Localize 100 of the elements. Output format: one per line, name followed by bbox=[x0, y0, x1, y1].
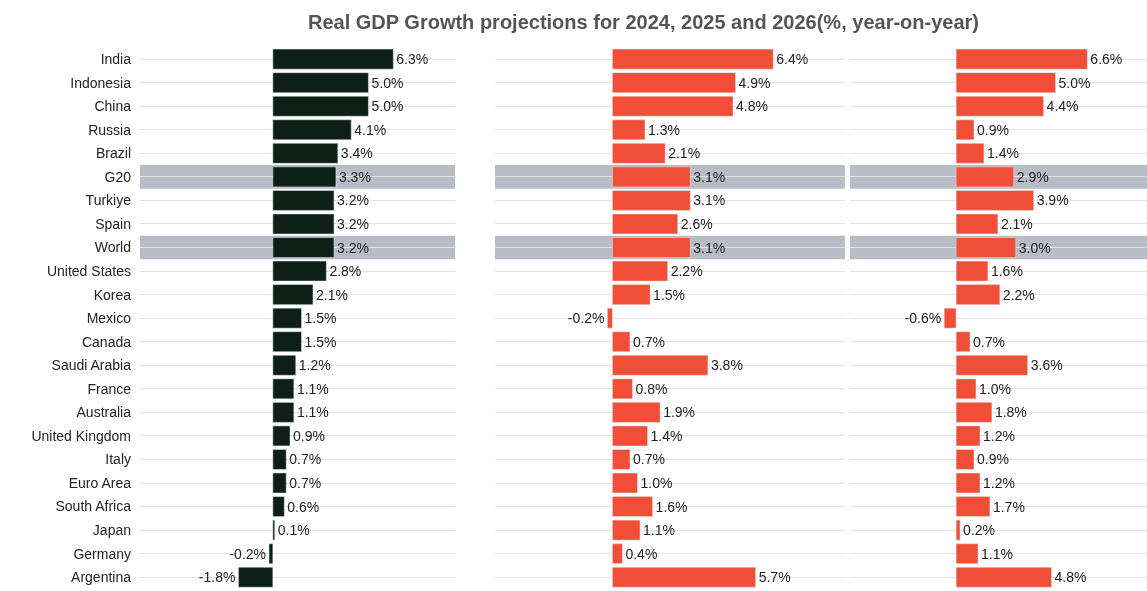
data-label: 3.9% bbox=[1036, 192, 1069, 209]
bar bbox=[272, 355, 297, 376]
y-tick-label: Canada bbox=[81, 333, 132, 350]
bar bbox=[612, 48, 774, 70]
data-label: 3.4% bbox=[340, 145, 373, 162]
bar bbox=[238, 566, 274, 588]
bar bbox=[955, 378, 977, 400]
data-label: 4.8% bbox=[1054, 569, 1087, 586]
data-label: 5.0% bbox=[1058, 74, 1091, 91]
bar bbox=[272, 402, 295, 423]
bar bbox=[612, 402, 661, 423]
data-label: 6.3% bbox=[396, 51, 429, 68]
bar bbox=[272, 449, 287, 470]
data-label: 1.5% bbox=[304, 333, 337, 350]
data-label: 1.1% bbox=[296, 380, 329, 397]
data-label: 1.1% bbox=[980, 545, 1013, 562]
bar bbox=[955, 402, 993, 423]
data-label: 1.6% bbox=[990, 263, 1023, 280]
data-label: 3.3% bbox=[338, 168, 371, 185]
bar bbox=[612, 425, 648, 447]
data-label: 2.1% bbox=[668, 145, 701, 162]
y-tick-label: Korea bbox=[93, 286, 132, 303]
bar bbox=[272, 72, 369, 93]
bar bbox=[607, 307, 613, 329]
data-label: 5.0% bbox=[371, 74, 404, 91]
bar bbox=[612, 543, 623, 564]
bar bbox=[955, 519, 961, 541]
data-label: 3.2% bbox=[337, 239, 369, 256]
data-label: 2.2% bbox=[1002, 286, 1035, 303]
bar bbox=[955, 72, 1056, 93]
data-label: 1.4% bbox=[650, 427, 683, 444]
y-tick-label: Argentina bbox=[71, 569, 132, 586]
y-tick-label: Indonesia bbox=[70, 74, 132, 91]
bar bbox=[955, 543, 979, 564]
bar bbox=[955, 355, 1028, 376]
bar bbox=[272, 496, 285, 517]
data-label: 2.6% bbox=[680, 215, 713, 232]
bar bbox=[955, 48, 1088, 70]
bar bbox=[612, 119, 646, 141]
data-label: 1.2% bbox=[982, 475, 1015, 492]
y-tick-label: Brazil bbox=[95, 145, 131, 162]
data-label: 0.9% bbox=[977, 121, 1009, 138]
data-label: -0.2% bbox=[229, 545, 266, 562]
data-label: 5.0% bbox=[371, 98, 404, 115]
bar bbox=[612, 566, 756, 588]
bar bbox=[612, 355, 709, 376]
bar bbox=[612, 449, 631, 470]
bar bbox=[955, 260, 989, 282]
data-label: 0.9% bbox=[977, 451, 1009, 468]
y-tick-label: Mexico bbox=[86, 310, 132, 327]
data-label: 0.4% bbox=[625, 545, 658, 562]
bar bbox=[955, 472, 981, 494]
bar bbox=[272, 378, 295, 400]
y-tick-label: Russia bbox=[88, 121, 132, 138]
bar bbox=[272, 237, 335, 258]
bar bbox=[955, 119, 975, 141]
y-tick-label: Turkiye bbox=[85, 192, 132, 209]
bar bbox=[612, 72, 736, 93]
bar bbox=[272, 213, 335, 235]
bar bbox=[612, 260, 668, 282]
bar bbox=[612, 213, 678, 235]
bar bbox=[612, 496, 653, 517]
bar bbox=[955, 425, 981, 447]
bar bbox=[272, 307, 302, 329]
bar bbox=[272, 166, 337, 188]
bar bbox=[272, 331, 302, 352]
bar bbox=[272, 190, 335, 211]
data-label: 0.7% bbox=[632, 451, 665, 468]
bar bbox=[955, 143, 985, 164]
data-label: 2.8% bbox=[329, 263, 362, 280]
data-label: 6.4% bbox=[776, 51, 809, 68]
y-tick-label: G20 bbox=[104, 168, 132, 185]
y-tick-label: South Africa bbox=[55, 498, 132, 515]
y-tick-label: Spain bbox=[95, 215, 131, 232]
data-label: 0.2% bbox=[963, 522, 996, 539]
data-label: 1.3% bbox=[648, 121, 680, 138]
bar bbox=[268, 543, 274, 564]
bar bbox=[955, 190, 1034, 211]
bar bbox=[955, 95, 1044, 117]
bar bbox=[272, 284, 314, 305]
bar bbox=[612, 143, 666, 164]
data-label: 3.1% bbox=[693, 239, 726, 256]
data-label: 1.5% bbox=[653, 286, 686, 303]
bar bbox=[612, 331, 631, 352]
data-label: 4.8% bbox=[736, 98, 768, 115]
data-label: 1.8% bbox=[994, 404, 1027, 421]
bar bbox=[612, 95, 734, 117]
data-label: 0.8% bbox=[635, 380, 668, 397]
data-label: 0.9% bbox=[293, 427, 325, 444]
data-label: -0.2% bbox=[567, 310, 605, 327]
bar bbox=[272, 260, 327, 282]
bar bbox=[955, 166, 1015, 188]
data-label: 1.7% bbox=[992, 498, 1025, 515]
text: Real GDP Growth projections for 2024, 2025 and 2026(%, year-on-year) bbox=[308, 10, 979, 33]
bar bbox=[943, 307, 957, 329]
y-tick-label: Japan bbox=[92, 522, 131, 539]
bar bbox=[272, 95, 369, 117]
bar bbox=[612, 166, 691, 188]
y-tick-label: India bbox=[100, 51, 132, 68]
data-label: 4.4% bbox=[1046, 98, 1079, 115]
